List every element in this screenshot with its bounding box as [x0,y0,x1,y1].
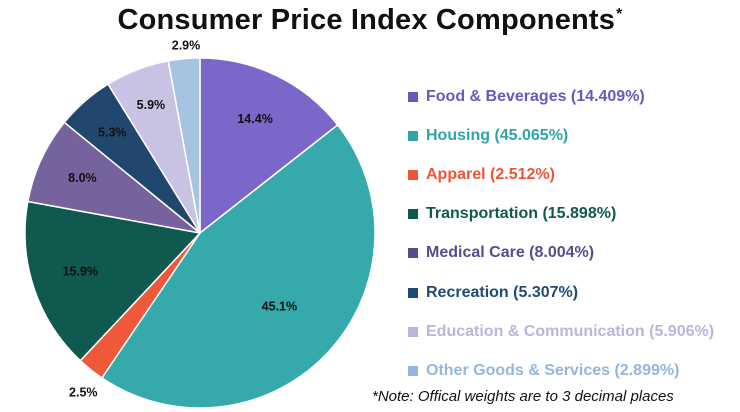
legend-label: Food & Beverages (14.409%) [426,87,645,105]
legend-swatch [408,209,418,220]
chart-title: Consumer Price Index Components* [0,4,740,37]
legend-swatch [408,326,418,337]
legend-item: Apparel (2.512%) [408,155,740,194]
footnote: *Note: Offical weights are to 3 decimal … [372,388,674,405]
pie-slice-other-goods-services[interactable] [167,57,201,234]
title-footnote-mark: * [616,6,623,23]
legend-swatch [408,130,418,141]
slice-label: 15.9% [63,265,98,279]
legend-swatch [408,91,418,102]
slice-label: 2.9% [172,38,201,52]
slice-label: 8.0% [68,171,97,185]
pie-chart: 14.4% 45.1% 2.5% 15.9% 8.0% 5.3% 5.9% 2.9% [24,38,376,409]
chart-legend: Food & Beverages (14.409%) Housing (45.06… [408,77,740,391]
slice-label: 2.5% [69,385,98,399]
legend-label: Housing (45.065%) [426,126,569,144]
slice-label: 45.1% [262,299,297,313]
pie-slice-housing[interactable] [100,123,376,409]
pie-slice-food-beverages[interactable] [199,57,339,235]
legend-label: Education & Communication (5.906%) [426,322,715,340]
legend-item: Housing (45.065%) [408,116,740,155]
pie-slice-transportation[interactable] [24,200,202,362]
slice-label: 5.3% [98,125,127,139]
legend-item: Medical Care (8.004%) [408,234,740,273]
chart-title-text: Consumer Price Index Components [117,4,616,36]
legend-label: Medical Care (8.004%) [426,244,595,262]
legend-swatch [408,287,418,298]
legend-item: Other Goods & Services (2.899%) [408,351,740,390]
legend-item: Recreation (5.307%) [408,273,740,312]
legend-swatch [408,248,418,259]
legend-label: Recreation (5.307%) [426,283,579,301]
slice-label: 14.4% [237,112,272,126]
slice-label: 5.9% [137,98,166,112]
legend-swatch [408,169,418,180]
legend-label: Transportation (15.898%) [426,205,617,223]
legend-item: Transportation (15.898%) [408,195,740,234]
legend-item: Food & Beverages (14.409%) [408,77,740,116]
legend-item: Education & Communication (5.906%) [408,312,740,351]
legend-label: Apparel (2.512%) [426,165,555,183]
legend-swatch [408,365,418,376]
legend-label: Other Goods & Services (2.899%) [426,361,680,379]
